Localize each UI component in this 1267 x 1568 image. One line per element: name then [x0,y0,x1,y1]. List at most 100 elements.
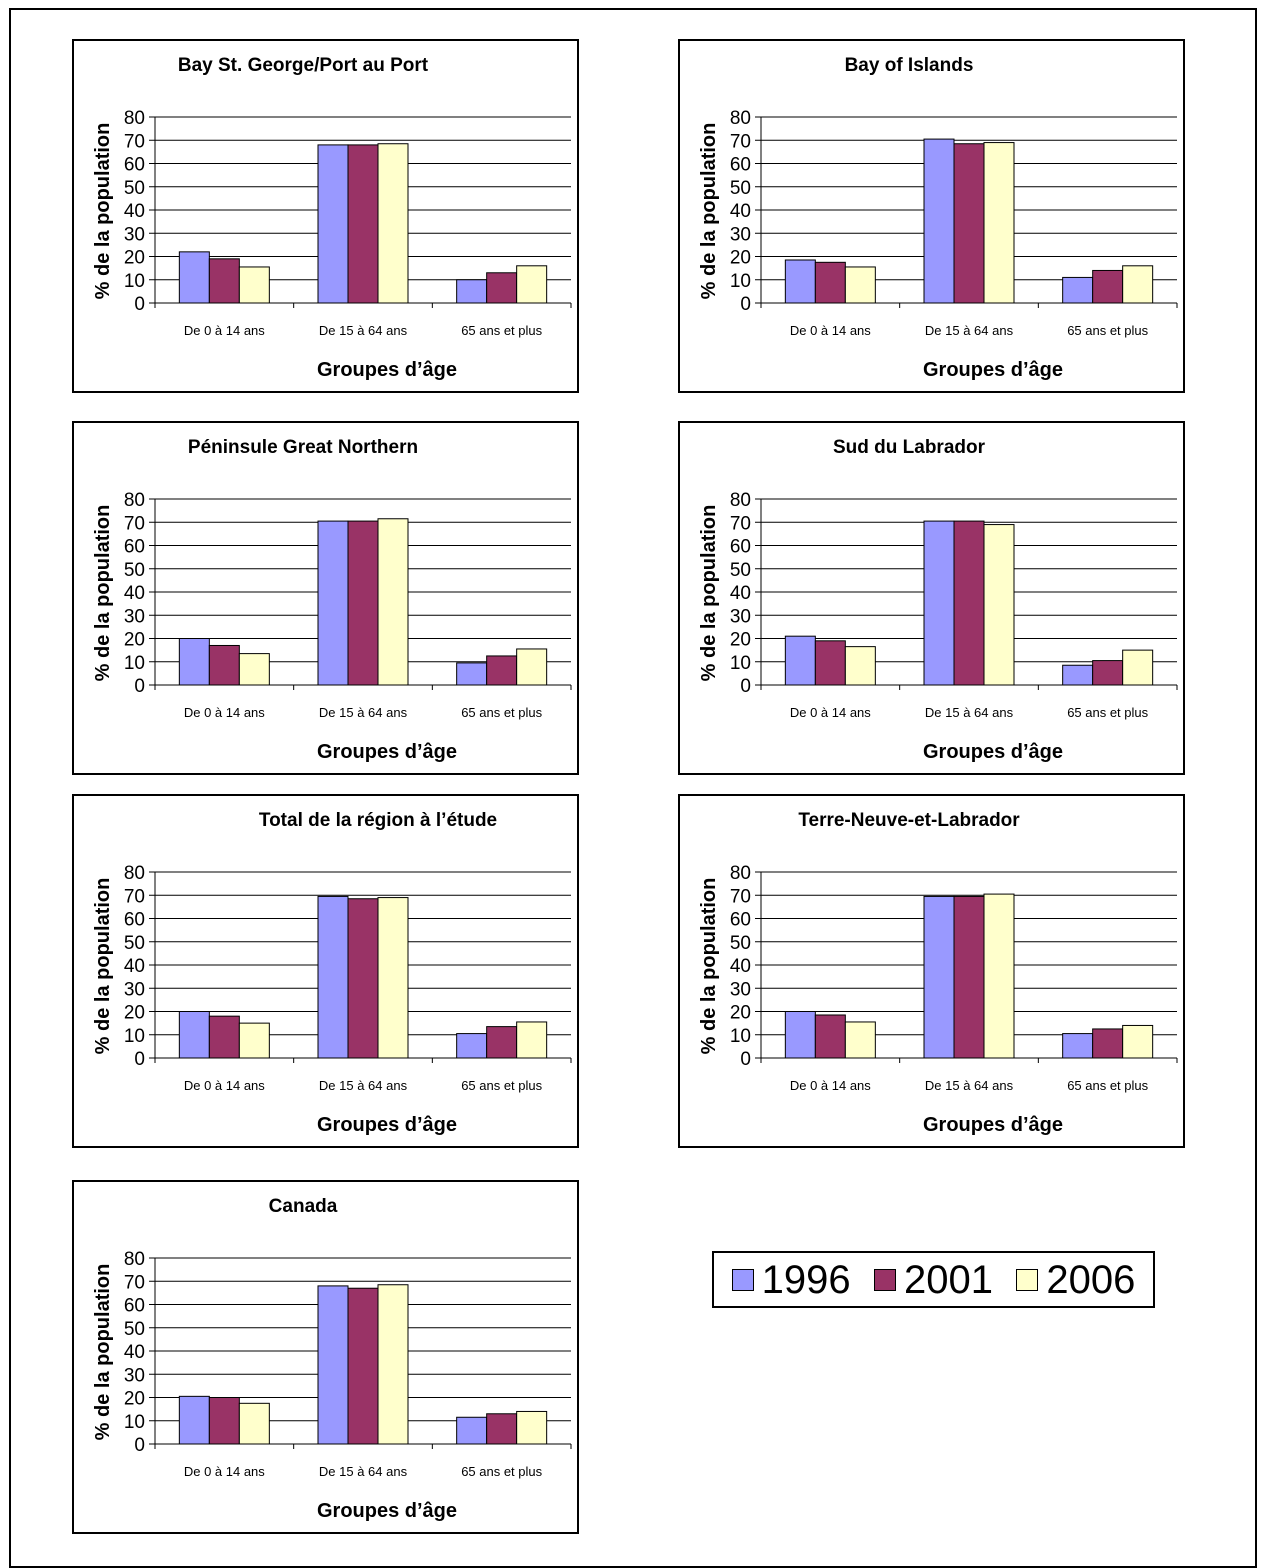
bar-1996 [784,1011,816,1059]
y-tick-label: 30 [730,979,751,1000]
y-tick-label: 40 [124,583,145,604]
y-tick-label: 70 [124,513,145,534]
legend: 1996 2001 2006 [712,1251,1155,1308]
y-tick-label: 20 [730,630,751,651]
y-tick-label: 30 [124,979,145,1000]
bar-2001 [347,1287,379,1445]
bar-1996 [923,520,955,686]
y-tick-label: 20 [730,1003,751,1024]
bar-2006 [983,524,1015,686]
x-axis-label: Groupes d’âge [923,741,1063,763]
y-tick-label: 50 [124,560,145,581]
chart-bay-st-george: Bay St. George/Port au Port 0 10 20 30 40 50 60… [72,39,579,393]
y-tick-label: 70 [730,513,751,534]
bar-1996 [317,144,349,304]
y-tick-label: 0 [134,676,145,697]
x-category-label: De 15 à 64 ans [925,705,1014,720]
bar-1996 [178,638,210,686]
y-tick-label: 70 [124,131,145,152]
y-tick-label: 50 [124,1319,145,1340]
y-tick-label: 30 [730,224,751,245]
bar-2001 [486,272,518,304]
y-tick-label: 60 [124,1296,145,1317]
x-category-label: 65 ans et plus [1067,705,1148,720]
y-tick-label: 70 [730,131,751,152]
x-category-label: De 15 à 64 ans [319,323,408,338]
y-tick-label: 80 [124,108,145,129]
y-tick-label: 60 [124,537,145,558]
y-tick-label: 40 [730,201,751,222]
bar-2006 [844,646,876,686]
y-tick-label: 0 [740,1049,751,1070]
bar-2006 [516,265,548,304]
bar-2001 [1092,1028,1124,1059]
chart-title: Canada [269,1196,338,1217]
bar-2006 [516,648,548,686]
y-tick-label: 20 [124,1389,145,1410]
y-tick-label: 40 [124,1342,145,1363]
x-category-label: 65 ans et plus [461,705,542,720]
x-category-label: 65 ans et plus [1067,323,1148,338]
y-tick-label: 0 [740,676,751,697]
legend-label-2006: 2006 [1046,1257,1136,1302]
bar-2006 [377,1284,409,1445]
bar-1996 [1062,276,1094,304]
bar-2001 [486,655,518,686]
y-tick-label: 60 [730,910,751,931]
y-tick-label: 40 [730,583,751,604]
bar-1996 [178,251,210,304]
bar-2001 [208,1015,240,1059]
y-tick-label: 60 [730,155,751,176]
x-category-label: De 0 à 14 ans [184,1464,265,1479]
bar-2001 [814,261,846,304]
bar-2001 [486,1026,518,1059]
bar-2001 [953,895,985,1059]
chart-canada: Canada 0 10 20 30 40 50 60 70 80 De 0 à 14 ans De 1… [72,1180,579,1534]
y-tick-label: 80 [124,1249,145,1270]
y-tick-label: 10 [124,271,145,292]
y-tick-label: 70 [124,1272,145,1293]
x-category-label: De 0 à 14 ans [790,1078,871,1093]
y-tick-label: 30 [124,224,145,245]
bar-1996 [317,520,349,686]
y-axis-label: % de la population [698,123,720,300]
bar-2006 [238,1402,270,1445]
y-tick-label: 60 [730,537,751,558]
legend-swatch-2001 [874,1268,896,1291]
x-axis-label: Groupes d’âge [317,1114,457,1136]
bar-2001 [347,520,379,686]
bar-2001 [347,898,379,1059]
chart-svg: Total de la région à l’étude010203040506… [92,810,572,1136]
y-tick-label: 20 [124,630,145,651]
chart-title: Total de la région à l’étude [259,810,497,831]
y-tick-label: 0 [134,1435,145,1456]
y-tick-label: 60 [124,155,145,176]
bar-2001 [208,1397,240,1445]
bar-2001 [1092,269,1124,304]
y-tick-label: 70 [124,886,145,907]
bar-1996 [1062,1033,1094,1059]
y-tick-label: 20 [124,248,145,269]
bar-2006 [983,893,1015,1059]
y-tick-label: 50 [730,933,751,954]
bar-2006 [238,653,270,686]
bar-1996 [784,259,816,304]
y-axis-label: % de la population [92,1264,114,1441]
y-tick-label: 50 [730,560,751,581]
bar-2006 [238,266,270,304]
chart-title: Sud du Labrador [833,437,986,458]
x-category-label: De 15 à 64 ans [319,1464,408,1479]
x-category-label: 65 ans et plus [461,1078,542,1093]
bar-2006 [1122,649,1154,686]
bar-1996 [317,1285,349,1445]
y-tick-label: 80 [730,108,751,129]
bar-2001 [347,144,379,304]
bar-2001 [953,520,985,686]
chart-total-region: Total de la région à l’étude 0 10 20 30 40 50 6… [72,794,579,1148]
x-axis-label: Groupes d’âge [317,1500,457,1522]
y-tick-label: 80 [124,490,145,511]
